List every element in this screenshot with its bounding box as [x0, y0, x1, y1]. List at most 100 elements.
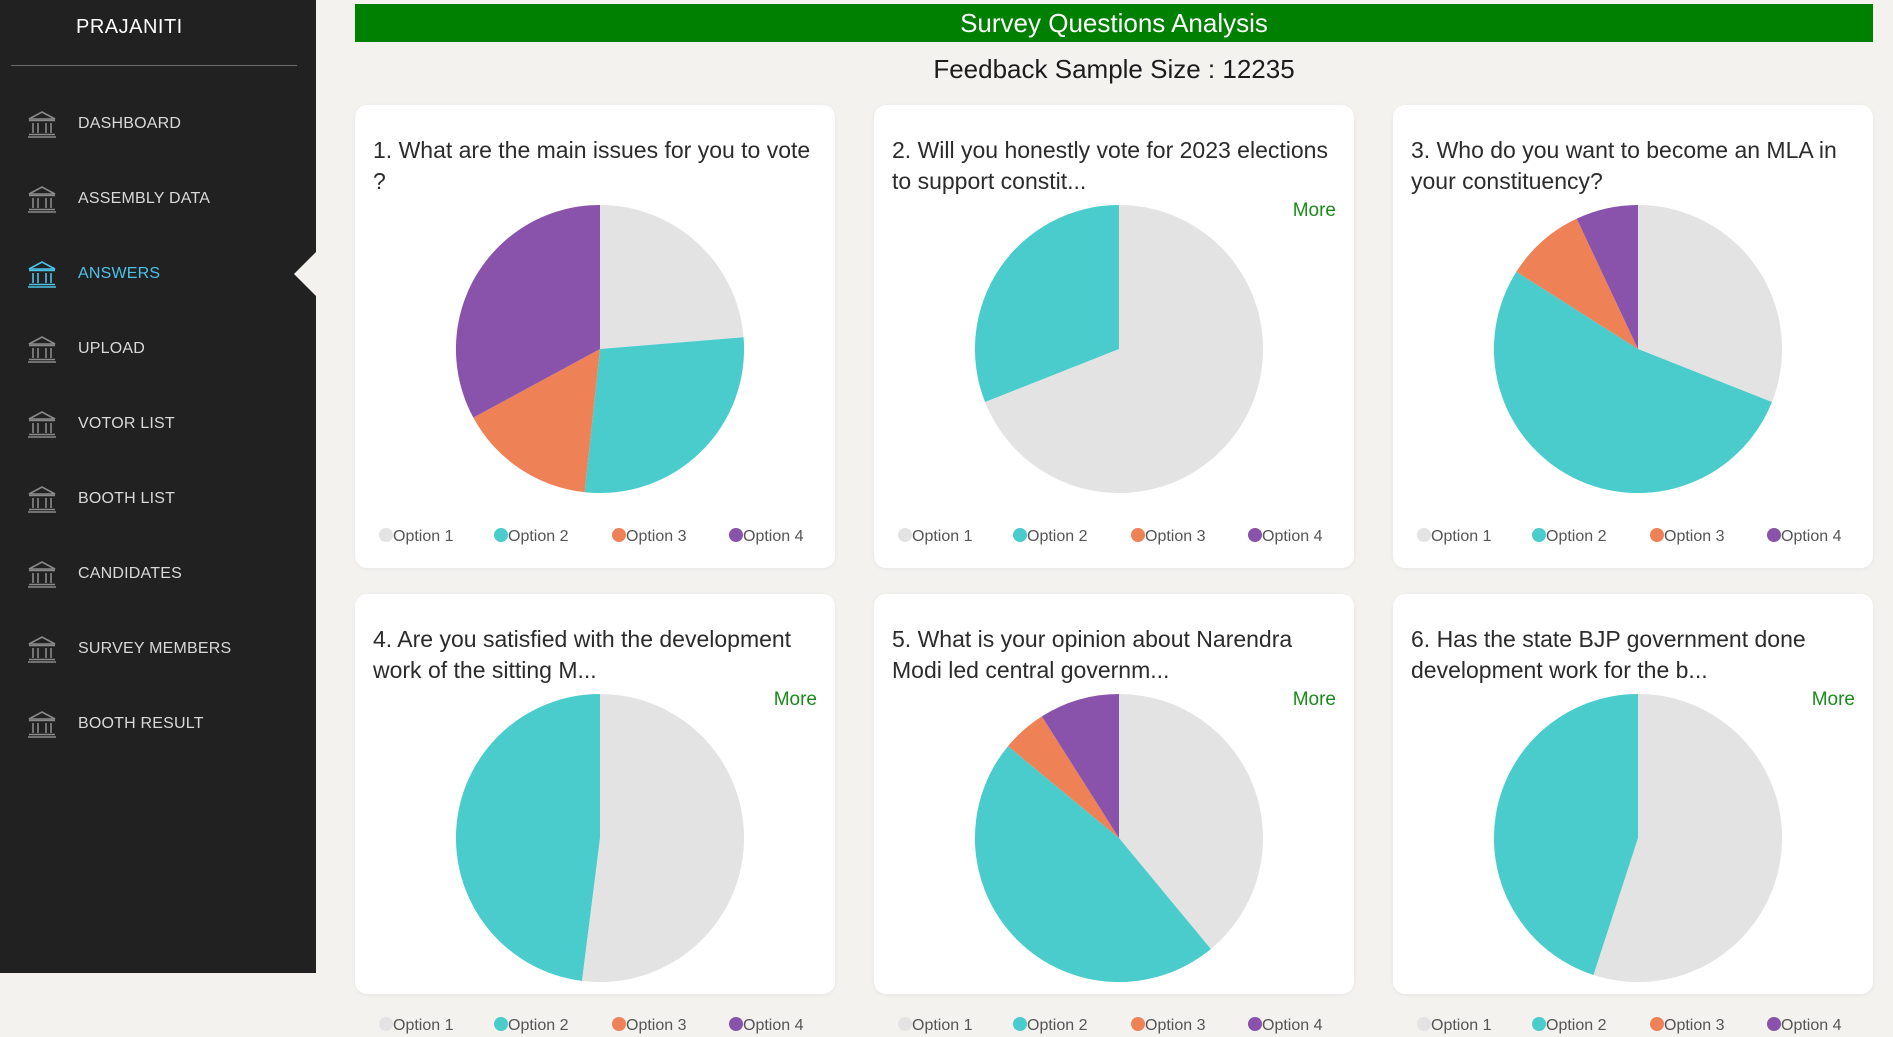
legend-item-option-2[interactable]: Option 2: [494, 1017, 568, 1035]
pie-slice-option-1[interactable]: [1593, 693, 1783, 983]
legend-label: Option 3: [626, 1017, 687, 1034]
legend-item-option-1[interactable]: Option 1: [379, 528, 453, 546]
legend-label: Option 1: [393, 1017, 454, 1034]
brand-divider: [11, 65, 297, 66]
sidebar-item-answers[interactable]: ANSWERS: [0, 236, 316, 311]
pie-slice-option-2[interactable]: [584, 337, 745, 494]
pie-slice-option-1[interactable]: [581, 693, 745, 983]
more-link[interactable]: More: [773, 689, 817, 710]
legend-item-option-1[interactable]: Option 1: [898, 528, 972, 546]
legend-item-option-3[interactable]: Option 3: [1131, 1017, 1205, 1035]
sidebar-item-votor-list[interactable]: VOTOR LIST: [0, 386, 316, 461]
bank-icon: [26, 408, 58, 440]
legend-item-option-4[interactable]: Option 4: [1248, 1017, 1322, 1035]
pie-slice-option-2[interactable]: [1493, 693, 1638, 976]
legend-item-option-3[interactable]: Option 3: [1131, 528, 1205, 546]
pie-slice-option-2[interactable]: [974, 746, 1211, 983]
bank-icon: [26, 483, 58, 515]
legend-label: Option 3: [1664, 528, 1725, 545]
pie-slice-option-1[interactable]: [985, 204, 1264, 494]
pie-slice-option-3[interactable]: [1516, 218, 1638, 349]
legend-item-option-3[interactable]: Option 3: [1650, 528, 1724, 546]
legend-item-option-2[interactable]: Option 2: [1013, 528, 1087, 546]
sidebar-item-upload[interactable]: UPLOAD: [0, 311, 316, 386]
legend-item-option-3[interactable]: Option 3: [612, 528, 686, 546]
pie-slice-option-1[interactable]: [1638, 204, 1783, 403]
more-link[interactable]: More: [1292, 200, 1336, 221]
bank-icon: [26, 183, 58, 215]
legend-dot-icon: [1650, 528, 1664, 542]
legend-item-option-1[interactable]: Option 1: [898, 1017, 972, 1035]
legend-dot-icon: [1131, 1017, 1145, 1031]
legend-item-option-2[interactable]: Option 2: [1532, 528, 1606, 546]
pie-slice-option-1[interactable]: [600, 204, 744, 349]
legend-item-option-4[interactable]: Option 4: [1248, 528, 1322, 546]
legend-item-option-4[interactable]: Option 4: [1767, 1017, 1841, 1035]
more-link[interactable]: More: [1292, 689, 1336, 710]
sidebar-item-assembly-data[interactable]: ASSEMBLY DATA: [0, 161, 316, 236]
legend-label: Option 4: [743, 1017, 804, 1034]
legend-dot-icon: [1532, 528, 1546, 542]
brand-name[interactable]: PRAJANITI: [76, 16, 183, 38]
legend-dot-icon: [612, 528, 626, 542]
sidebar-item-label: CANDIDATES: [78, 564, 182, 582]
pie-slice-option-2[interactable]: [1493, 271, 1772, 494]
chart-legend: Option 1 Option 2 Option 3 Option 4: [898, 1017, 1338, 1037]
sidebar-item-label: DASHBOARD: [78, 114, 182, 132]
pie-slice-option-2[interactable]: [455, 693, 600, 981]
legend-item-option-1[interactable]: Option 1: [1417, 528, 1491, 546]
legend-dot-icon: [612, 1017, 626, 1031]
legend-label: Option 2: [508, 528, 569, 545]
legend-item-option-1[interactable]: Option 1: [379, 1017, 453, 1035]
question-card-4: 4. Are you satisfied with the developmen…: [355, 594, 835, 1034]
legend-label: Option 2: [1027, 528, 1088, 545]
sidebar-item-label: BOOTH RESULT: [78, 714, 204, 732]
sidebar-item-booth-result[interactable]: BOOTH RESULT: [0, 686, 316, 761]
chart-legend: Option 1 Option 2 Option 3 Option 4: [379, 528, 819, 548]
legend-label: Option 4: [743, 528, 804, 545]
legend-label: Option 2: [1546, 528, 1607, 545]
legend-item-option-4[interactable]: Option 4: [1767, 528, 1841, 546]
legend-dot-icon: [379, 528, 393, 542]
legend-dot-icon: [1650, 1017, 1664, 1031]
legend-label: Option 3: [626, 528, 687, 545]
legend-dot-icon: [898, 1017, 912, 1031]
legend-item-option-4[interactable]: Option 4: [729, 528, 803, 546]
legend-dot-icon: [1417, 1017, 1431, 1031]
pie-slice-option-3[interactable]: [473, 349, 600, 493]
pie-slice-option-4[interactable]: [455, 204, 600, 418]
sidebar-item-booth-list[interactable]: BOOTH LIST: [0, 461, 316, 536]
sidebar-item-survey-members[interactable]: SURVEY MEMBERS: [0, 611, 316, 686]
pie-chart: [1493, 693, 1783, 983]
legend-dot-icon: [494, 1017, 508, 1031]
question-text: 3. Who do you want to become an MLA in y…: [1411, 137, 1837, 194]
question-card-3: 3. Who do you want to become an MLA in y…: [1393, 105, 1873, 568]
legend-item-option-2[interactable]: Option 2: [494, 528, 568, 546]
legend-item-option-1[interactable]: Option 1: [1417, 1017, 1491, 1035]
bank-icon: [26, 708, 58, 740]
sidebar-item-label: VOTOR LIST: [78, 414, 175, 432]
legend-dot-icon: [1767, 1017, 1781, 1031]
legend-dot-icon: [1767, 528, 1781, 542]
more-link[interactable]: More: [1811, 689, 1855, 710]
pie-slice-option-1[interactable]: [1119, 693, 1264, 949]
question-card-1: 1. What are the main issues for you to v…: [355, 105, 835, 568]
pie-slice-option-3[interactable]: [1008, 716, 1119, 838]
legend-item-option-2[interactable]: Option 2: [1532, 1017, 1606, 1035]
pie-slice-option-4[interactable]: [1576, 204, 1638, 349]
legend-item-option-2[interactable]: Option 2: [1013, 1017, 1087, 1035]
page-title: Survey Questions Analysis: [355, 4, 1873, 42]
legend-item-option-4[interactable]: Option 4: [729, 1017, 803, 1035]
legend-dot-icon: [1532, 1017, 1546, 1031]
legend-label: Option 4: [1262, 1017, 1323, 1034]
bank-icon: [26, 558, 58, 590]
pie-slice-option-4[interactable]: [1041, 693, 1119, 838]
legend-item-option-3[interactable]: Option 3: [1650, 1017, 1724, 1035]
legend-label: Option 2: [1027, 1017, 1088, 1034]
sidebar-item-dashboard[interactable]: DASHBOARD: [0, 86, 316, 161]
bank-icon: [26, 333, 58, 365]
legend-item-option-3[interactable]: Option 3: [612, 1017, 686, 1035]
pie-slice-option-2[interactable]: [974, 204, 1119, 403]
sidebar-item-candidates[interactable]: CANDIDATES: [0, 536, 316, 611]
legend-label: Option 1: [912, 1017, 973, 1034]
